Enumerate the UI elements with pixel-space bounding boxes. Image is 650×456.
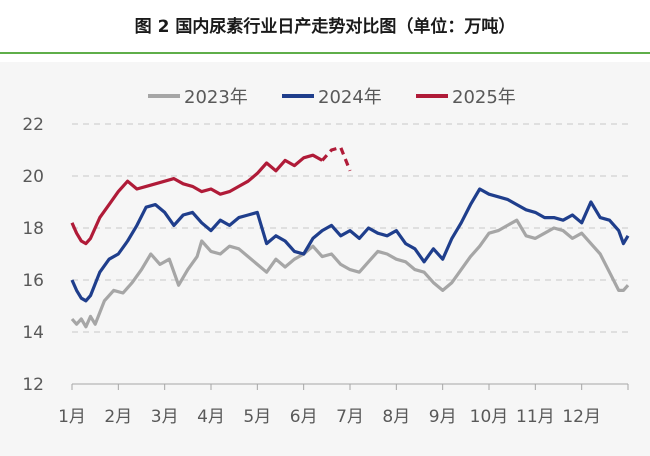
series-line-2025	[70, 153, 323, 246]
x-tick-label: 6月	[290, 407, 318, 427]
legend-label: 2024年	[318, 87, 382, 108]
y-tick-label: 18	[22, 219, 44, 239]
x-tick-label: 2月	[104, 407, 132, 427]
x-tick-label: 1月	[58, 407, 86, 427]
x-tick-label: 12月	[562, 407, 601, 427]
legend: 2023年 2024年 2025年	[148, 87, 516, 108]
x-tick-label: 9月	[429, 407, 457, 427]
y-tick-label: 16	[22, 271, 44, 291]
legend-label: 2025年	[452, 87, 516, 108]
x-tick-label: 3月	[151, 407, 179, 427]
x-tick-label: 8月	[382, 407, 410, 427]
x-tick-label: 7月	[336, 407, 364, 427]
chart-area: 12 14 16 18 20 22 1月 2月 3月 4月 5月 6月 7月 8月 9月 10月 11月 12月…	[0, 62, 650, 456]
legend-label: 2023年	[184, 87, 248, 108]
chart-title: 图 2 国内尿素行业日产走势对比图（单位：万吨）	[134, 17, 516, 37]
series-line-2023	[70, 218, 630, 329]
figure-header: 图 2 国内尿素行业日产走势对比图（单位：万吨）	[0, 0, 650, 54]
y-tick-label: 12	[22, 375, 44, 395]
header-rule	[0, 52, 650, 54]
x-tick-label: 4月	[197, 407, 225, 427]
y-tick-label: 22	[22, 115, 44, 135]
series-line-2025-forecast	[321, 145, 352, 172]
series-line-2024	[70, 187, 630, 303]
x-tick-label: 10月	[470, 407, 509, 427]
x-tick-label: 5月	[243, 407, 271, 427]
series-lines	[70, 145, 630, 329]
gridlines	[72, 123, 628, 333]
y-axis: 12 14 16 18 20 22	[22, 115, 44, 395]
line-chart: 12 14 16 18 20 22 1月 2月 3月 4月 5月 6月 7月 8月 9月 10月 11月 12月…	[22, 87, 630, 427]
y-tick-label: 20	[22, 167, 44, 187]
x-tick-label: 11月	[516, 407, 555, 427]
x-axis: 1月 2月 3月 4月 5月 6月 7月 8月 9月 10月 11月 12月	[58, 383, 629, 427]
y-tick-label: 14	[22, 323, 44, 343]
